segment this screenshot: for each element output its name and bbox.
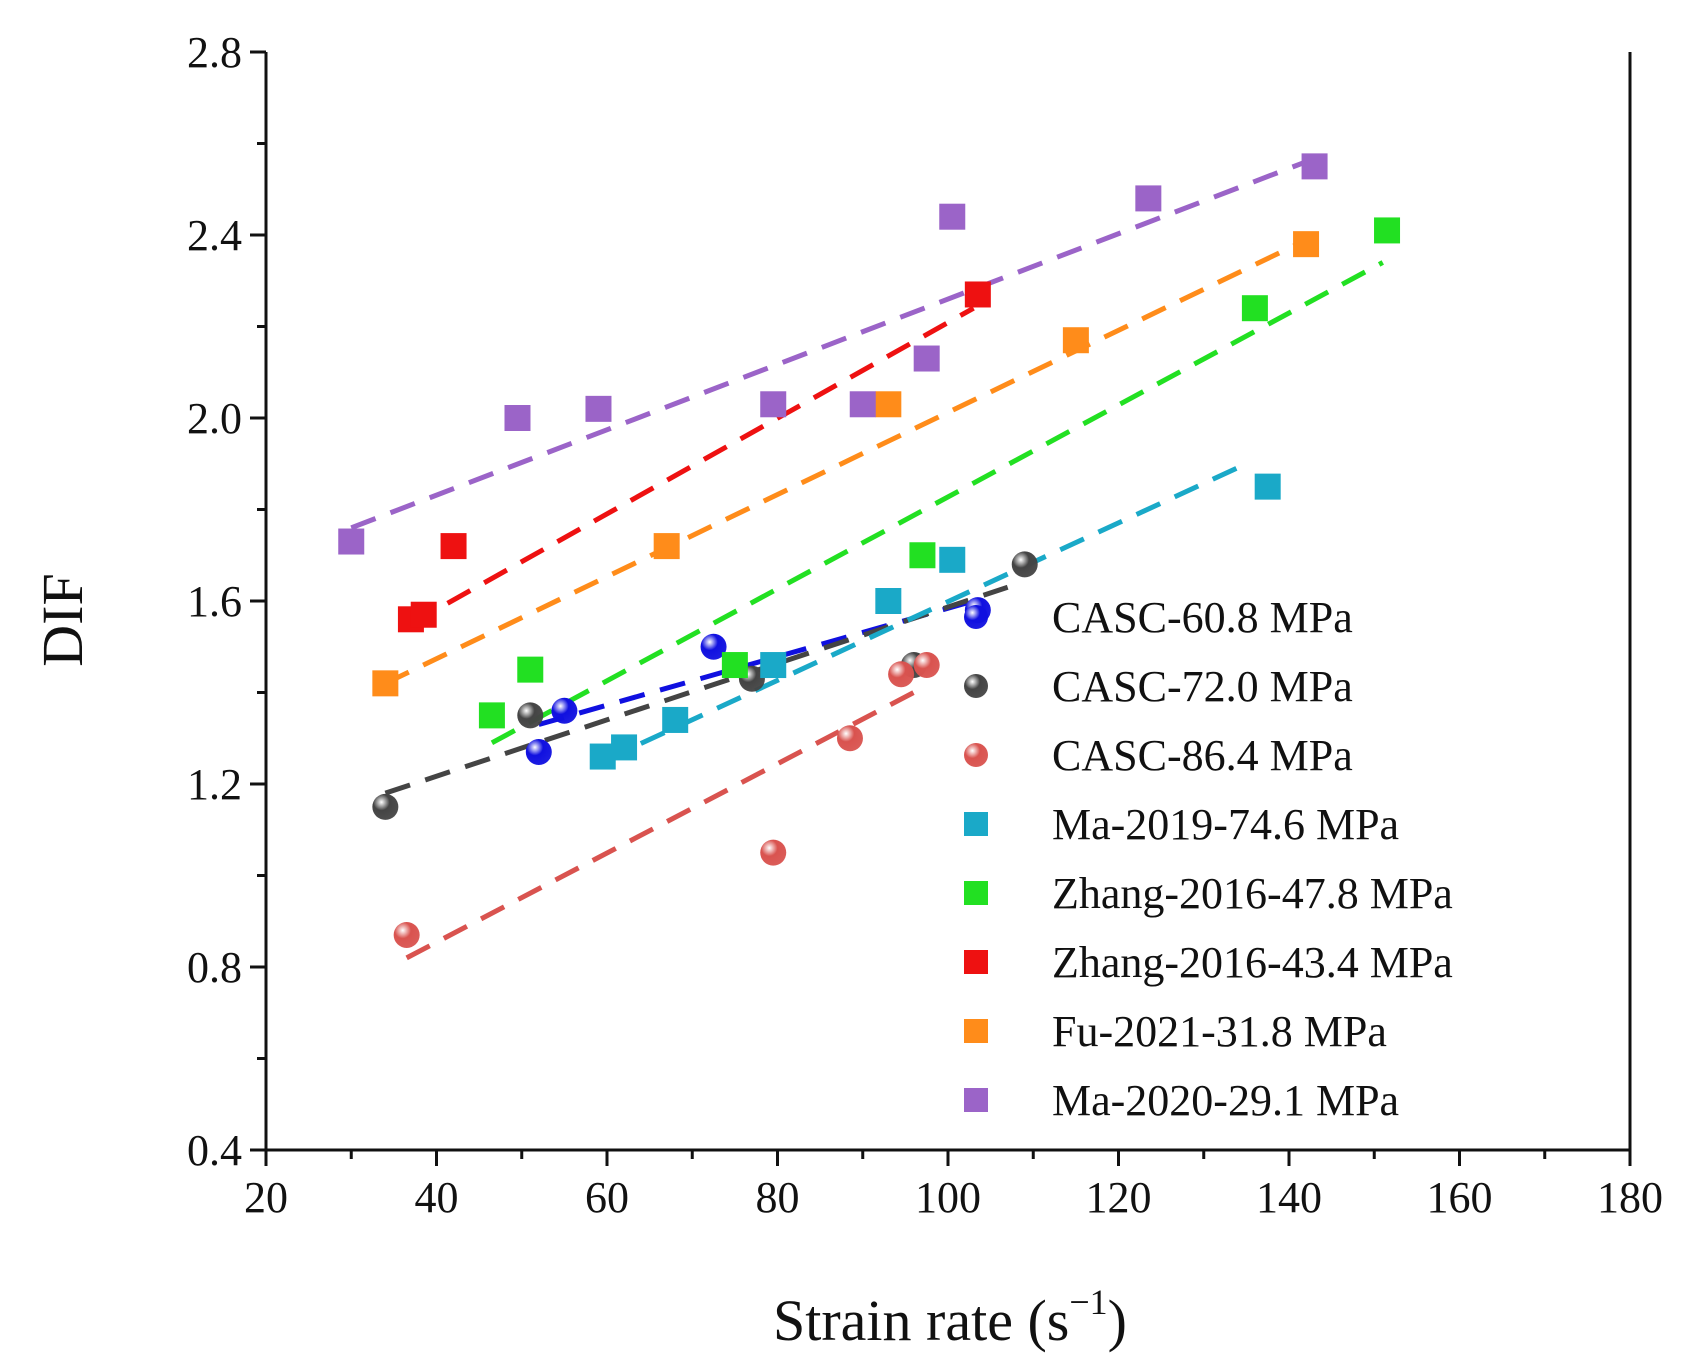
data-points [338,153,1401,948]
series-8-point-7 [939,203,966,230]
legend: CASC-60.8 MPa CASC-72.0 MPa CASC-86.4 MPa M… [964,593,1453,1125]
series-8-point-4 [760,391,787,418]
legend-item-6-marker [964,950,988,974]
series-3-point-5 [913,652,940,679]
series-3-point-1 [393,921,420,948]
series-4-fit-line [601,461,1248,764]
series-4-point-2 [611,734,638,761]
x-tick-label: 40 [415,1173,459,1222]
series-8-fit-line [350,159,1307,531]
series-8-point-5 [849,391,876,418]
series-1-fit-line [538,598,975,727]
series-4-point-5 [875,588,902,614]
series-5-point-4 [909,542,936,569]
y-tick-label: 2.8 [187,28,242,77]
series-7-point-4 [1062,327,1089,354]
x-tick-label: 140 [1256,1173,1322,1222]
legend-item-7-label: Fu-2021-31.8 MPa [1052,1007,1387,1056]
series-1-point-2 [551,697,578,724]
series-7-point-1 [372,670,399,697]
x-axis-title: Strain rate (s−1) [773,1282,1127,1353]
series-8-point-1 [338,528,365,555]
series-5-fit-line [490,260,1384,746]
series-3-point-4 [888,661,915,688]
x-tick-label: 60 [585,1173,629,1222]
x-tick-label: 180 [1597,1173,1663,1222]
legend-item-4-label: Ma-2019-74.6 MPa [1052,800,1399,849]
legend-item-3-label: CASC-86.4 MPa [1052,731,1353,780]
series-6-point-3 [440,533,467,560]
series-8-point-3 [585,395,612,422]
series-6-point-2 [410,601,437,628]
series-4-point-4 [760,652,787,679]
legend-item-1-marker [964,605,988,629]
series-8-point-8 [1135,185,1162,212]
series-2-point-1 [372,793,399,820]
series-4-point-7 [1254,473,1281,500]
legend-item-2-label: CASC-72.0 MPa [1052,662,1353,711]
legend-item-5-marker [964,881,988,905]
series-7-point-3 [875,391,902,418]
legend-item-2-marker [964,674,988,698]
series-5-point-3 [721,652,748,679]
y-tick-label: 0.4 [187,1126,242,1175]
series-8-point-9 [1301,153,1328,180]
series-2-fit-line [384,584,1009,796]
legend-item-6-label: Zhang-2016-43.4 MPa [1052,938,1453,987]
series-5-point-6 [1374,217,1401,244]
series-5-point-5 [1241,295,1268,322]
series-3-point-3 [836,725,863,752]
y-tick-label: 2.4 [187,211,242,260]
ticks: 20 40 60 80 100 120 140 160 180 0.4 0.8 1.2 1.6 2.0 2.… [187,28,1663,1222]
x-tick-label: 100 [915,1173,981,1222]
series-1-point-1 [525,738,552,765]
series-2-point-5 [1011,551,1038,578]
series-3-fit-line [405,685,924,961]
series-4-point-6 [939,546,966,573]
series-7-point-2 [653,533,680,560]
legend-item-3-marker [964,743,988,767]
series-5-point-1 [478,702,505,729]
y-tick-label: 2.0 [187,394,242,443]
x-tick-label: 160 [1427,1173,1493,1222]
legend-item-7-marker [964,1019,988,1043]
series-3-point-2 [760,839,787,866]
series-6-point-4 [964,281,991,308]
y-tick-label: 0.8 [187,943,242,992]
series-1-point-3 [700,633,727,660]
y-tick-label: 1.6 [187,577,242,626]
legend-item-5-label: Zhang-2016-47.8 MPa [1052,869,1453,918]
legend-item-4-marker [964,812,988,836]
series-5-point-2 [517,656,544,683]
series-7-point-5 [1293,231,1320,258]
series-4-point-3 [662,706,689,733]
series-7-fit-line [384,241,1299,686]
legend-item-8-marker [964,1088,988,1112]
x-tick-label: 80 [756,1173,800,1222]
legend-item-1-label: CASC-60.8 MPa [1052,593,1353,642]
fit-lines [350,159,1384,961]
series-8-point-6 [913,345,940,372]
y-tick-label: 1.2 [187,760,242,809]
series-8-point-2 [504,405,531,431]
series-2-point-2 [517,702,544,729]
x-tick-label: 120 [1086,1173,1152,1222]
x-tick-label: 20 [244,1173,288,1222]
y-axis-title: DIF [30,573,95,666]
series-6-fit-line [409,306,975,627]
legend-item-8-label: Ma-2020-29.1 MPa [1052,1076,1399,1125]
